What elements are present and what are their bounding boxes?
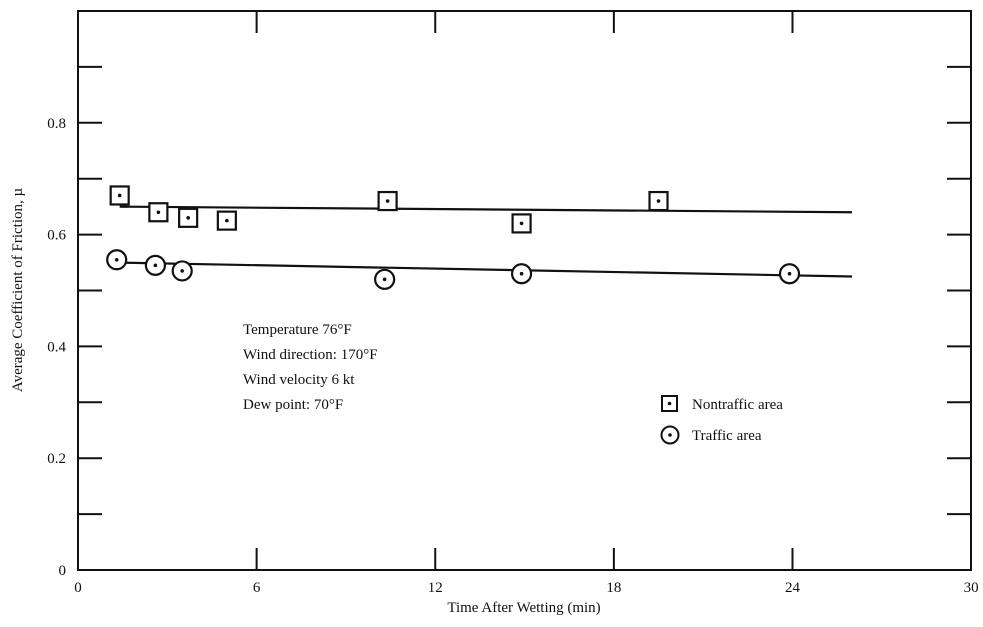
- data-markers: [106, 185, 801, 290]
- x-tick-label: 18: [606, 580, 621, 596]
- x-axis-title: Time After Wetting (min): [447, 600, 600, 616]
- legend-circle-dot-icon: [660, 425, 680, 445]
- point-center-dot: [225, 218, 229, 223]
- point-center-dot: [519, 271, 524, 276]
- legend-label-nontraffic: Nontraffic area: [692, 397, 783, 413]
- condition-annotations: Temperature 76°F Wind direction: 170°F W…: [243, 322, 378, 413]
- legend-square-center-dot-icon: [667, 401, 672, 406]
- fit-lines: [116, 205, 853, 278]
- y-tick-label: 0.8: [47, 116, 66, 132]
- nontraffic-fit-line: [119, 205, 853, 214]
- point-center-dot: [382, 277, 387, 282]
- y-tick-label: 0.6: [47, 228, 66, 244]
- legend: Nontraffic area Traffic area: [660, 395, 783, 445]
- plot-frame: [77, 10, 972, 571]
- legend-circle-center-dot-icon: [668, 433, 672, 437]
- point-center-dot: [656, 199, 661, 203]
- legend-square-dot-icon: [661, 395, 678, 412]
- annotation-temperature: Temperature 76°F: [243, 322, 352, 338]
- y-axis-title: Average Coefficient of Friction, µ: [10, 188, 26, 393]
- x-tick-label: 12: [428, 580, 443, 596]
- point-center-dot: [385, 199, 390, 203]
- point-center-dot: [519, 221, 524, 226]
- traffic-fit-line: [116, 261, 853, 278]
- x-tick-label: 24: [785, 580, 801, 596]
- point-center-dot: [156, 210, 161, 215]
- point-center-dot: [787, 271, 792, 276]
- y-tick-label: 0.2: [47, 451, 66, 467]
- legend-label-traffic: Traffic area: [692, 428, 762, 444]
- x-tick-label: 0: [74, 580, 82, 596]
- point-center-dot: [117, 193, 122, 198]
- point-center-dot: [114, 257, 119, 262]
- axis-tick-labels: 0 6 12 18 24 30 0 0.2 0.4 0.6 0.8: [47, 116, 978, 596]
- y-tick-label: 0: [59, 563, 67, 579]
- point-center-dot: [153, 263, 158, 268]
- annotation-wind-velocity: Wind velocity 6 kt: [243, 372, 355, 388]
- point-center-dot: [180, 269, 184, 273]
- annotation-wind-direction: Wind direction: 170°F: [243, 347, 378, 363]
- x-tick-label: 30: [964, 580, 979, 596]
- point-center-dot: [186, 216, 190, 220]
- axis-ticks: [78, 11, 971, 570]
- y-tick-label: 0.4: [47, 339, 66, 355]
- annotation-dew-point: Dew point: 70°F: [243, 397, 343, 413]
- x-tick-label: 6: [253, 580, 261, 596]
